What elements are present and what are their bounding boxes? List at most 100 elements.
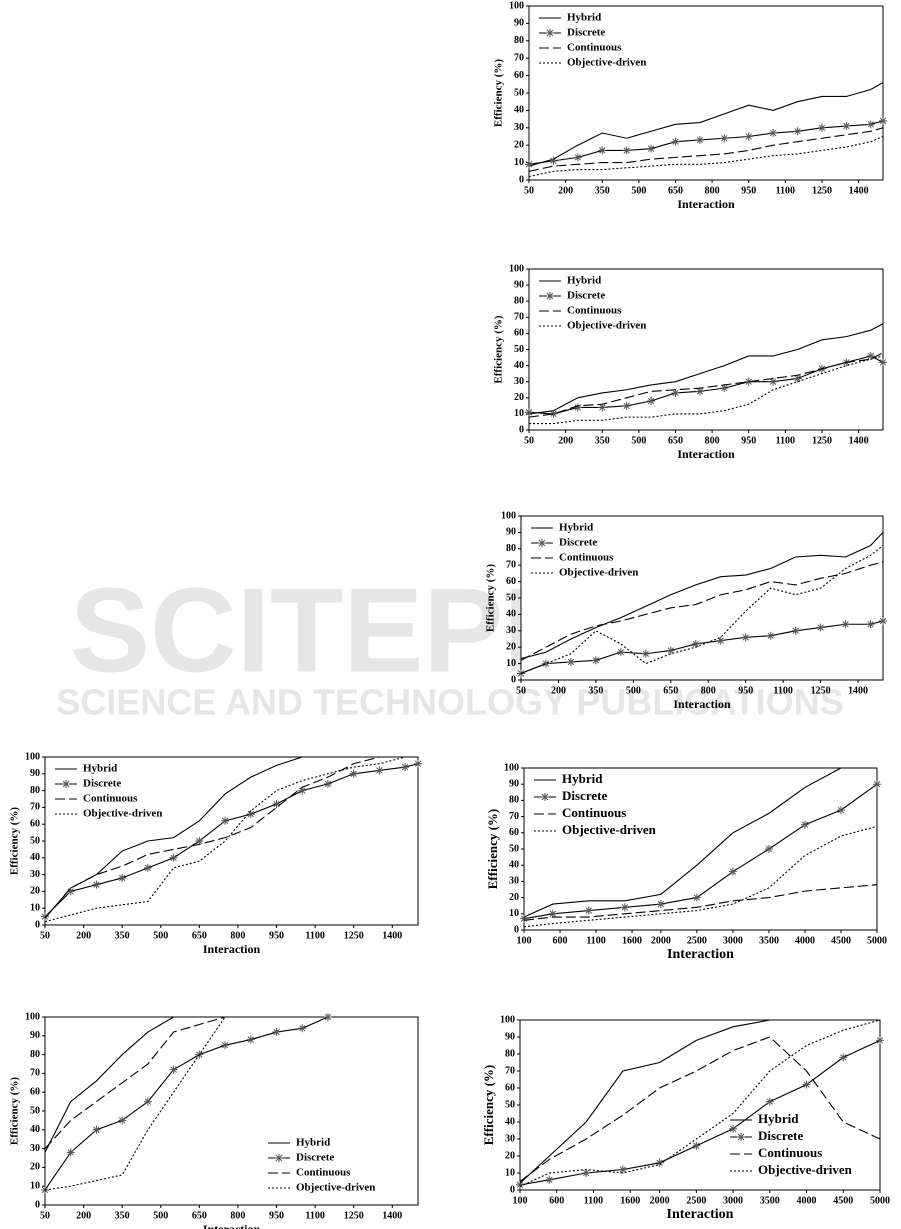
x-tick-label: 500 [153, 1210, 168, 1221]
legend-label: Objective-driven [758, 1162, 853, 1177]
legend-label: Discrete [296, 1152, 334, 1164]
x-tick-label: 200 [76, 1210, 91, 1221]
legend-label: Continuous [83, 793, 138, 805]
x-tick-label: 1250 [344, 1210, 364, 1221]
star-marker [323, 1013, 332, 1021]
y-axis-label: Efficiency (%) [9, 807, 21, 875]
x-tick-label: 1250 [344, 930, 364, 941]
star-marker [802, 1080, 811, 1089]
x-tick-label: 3500 [760, 1195, 780, 1206]
y-tick-label: 50 [514, 87, 524, 98]
x-tick-label: 1400 [382, 1210, 402, 1221]
y-tick-label: 10 [509, 908, 519, 919]
star-marker [879, 358, 887, 367]
x-axis-label: Interaction [677, 447, 735, 461]
x-tick-label: 200 [76, 930, 91, 941]
star-marker [692, 893, 701, 902]
star-marker [573, 153, 582, 162]
y-tick-label: 30 [506, 625, 516, 636]
y-tick-label: 20 [509, 892, 519, 903]
star-marker [118, 1116, 127, 1125]
star-marker [118, 873, 127, 882]
series-line [528, 82, 884, 167]
x-tick-label: 650 [668, 185, 683, 196]
y-tick-label: 80 [505, 1048, 515, 1059]
y-tick-label: 80 [506, 543, 516, 554]
series-line [44, 1016, 329, 1191]
star-marker [169, 1065, 178, 1074]
star-marker [656, 900, 665, 909]
y-tick-label: 70 [514, 312, 524, 323]
y-tick-label: 100 [509, 263, 524, 274]
series-line [44, 756, 406, 923]
y-tick-label: 70 [509, 811, 519, 822]
series-line [44, 1016, 226, 1191]
y-tick-label: 30 [505, 1133, 515, 1144]
chart: 0 10 20 30 40 50 60 70 80 90 100 50 200 350 500 650 800 9… [493, 263, 887, 461]
star-marker [866, 620, 875, 629]
star-marker [598, 403, 607, 412]
y-tick-label: 80 [509, 795, 519, 806]
star-marker [729, 1124, 738, 1133]
star-marker [671, 388, 680, 397]
y-tick-label: 80 [514, 35, 524, 46]
y-tick-label: 40 [509, 859, 519, 870]
y-axis-label: Efficiency (%) [481, 1065, 496, 1146]
star-marker [744, 377, 753, 386]
legend-marker [275, 1154, 283, 1162]
y-tick-label: 40 [506, 609, 516, 620]
x-tick-label: 50 [516, 685, 526, 696]
y-tick-label: 40 [514, 105, 524, 116]
star-marker [716, 636, 725, 645]
star-marker [647, 144, 656, 153]
star-marker [866, 120, 875, 129]
legend-label: Objective-driven [83, 808, 162, 820]
legend-label: Hybrid [83, 763, 117, 775]
star-marker [525, 408, 533, 417]
y-tick-label: 0 [35, 1199, 40, 1210]
series-line [519, 1019, 881, 1188]
x-tick-label: 1100 [305, 1210, 324, 1221]
x-tick-label: 500 [626, 685, 641, 696]
x-tick-label: 1100 [773, 685, 792, 696]
x-tick-label: 800 [705, 185, 720, 196]
star-marker [221, 1041, 230, 1050]
star-marker [622, 401, 631, 410]
series-line [523, 884, 878, 921]
y-tick-label: 100 [504, 762, 519, 773]
series-line [523, 825, 878, 928]
x-tick-label: 4000 [795, 935, 815, 946]
legend-label: Continuous [559, 552, 614, 564]
star-marker [221, 816, 230, 825]
x-tick-label: 350 [115, 930, 130, 941]
star-marker [272, 1028, 281, 1037]
star-marker [414, 759, 422, 768]
y-tick-label: 70 [505, 1065, 515, 1076]
chart: 0 10 20 30 40 50 60 70 80 90 100 50 200 350 500 650 800 9… [9, 751, 422, 956]
y-tick-label: 10 [514, 157, 524, 168]
x-tick-label: 800 [230, 1210, 245, 1221]
y-tick-label: 60 [505, 1082, 515, 1093]
star-marker [666, 646, 675, 655]
star-marker [876, 1036, 884, 1045]
y-tick-label: 20 [506, 641, 516, 652]
star-marker [349, 769, 358, 778]
plot-area [520, 515, 884, 681]
y-tick-label: 60 [30, 818, 40, 829]
star-marker [793, 374, 802, 383]
y-tick-label: 50 [505, 1099, 515, 1110]
series-line [523, 767, 842, 918]
x-tick-label: 650 [668, 435, 683, 446]
series-line [44, 763, 419, 917]
x-tick-label: 50 [524, 435, 534, 446]
series-line [520, 532, 884, 660]
star-marker [842, 122, 851, 131]
y-tick-label: 30 [509, 876, 519, 887]
series-line [528, 352, 884, 418]
legend-label: Objective-driven [559, 567, 638, 579]
legend-marker [538, 539, 546, 547]
star-marker [769, 377, 778, 386]
y-tick-label: 80 [30, 1049, 40, 1060]
plot-area [44, 1016, 419, 1206]
legend-label: Hybrid [567, 12, 601, 24]
